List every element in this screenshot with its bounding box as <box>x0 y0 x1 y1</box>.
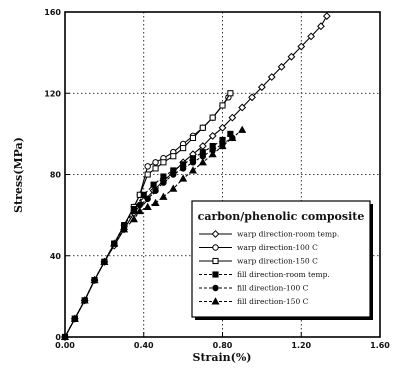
marker-square <box>209 114 216 121</box>
marker-circle-filled <box>144 195 151 203</box>
marker-triangle-filled <box>211 297 220 305</box>
marker-square <box>180 145 187 152</box>
legend: carbon/phenolic composite warp direction… <box>191 200 373 320</box>
marker-triangle-filled <box>218 141 227 150</box>
marker-square <box>227 90 234 97</box>
marker-triangle-filled <box>110 239 119 247</box>
legend-item: warp direction-150 C <box>199 257 318 266</box>
marker-square <box>212 257 219 265</box>
marker-circle-filled <box>152 187 159 194</box>
marker-circle-filled <box>160 179 167 186</box>
marker-diamond <box>238 103 247 112</box>
marker-triangle-filled <box>70 314 79 322</box>
y-tick-label: 120 <box>44 89 61 98</box>
marker-diamond <box>218 123 227 132</box>
marker-diamond <box>287 52 296 61</box>
marker-diamond <box>317 22 325 31</box>
marker-square-filled <box>212 271 219 278</box>
marker-triangle-filled <box>159 192 168 200</box>
marker-circle <box>144 163 151 170</box>
marker-triangle-filled <box>135 206 144 215</box>
marker-square <box>199 124 206 131</box>
marker-square-filled <box>150 181 157 188</box>
marker-triangle-filled <box>100 257 109 265</box>
marker-triangle-filled <box>198 158 207 166</box>
x-tick-label: 0.40 <box>134 341 154 350</box>
x-tick-label: 0.80 <box>213 341 233 350</box>
y-axis-title: Stress(MPa) <box>12 137 25 213</box>
data-series <box>60 12 331 341</box>
marker-circle <box>212 244 219 251</box>
legend-item: warp direction-100 C <box>199 243 318 252</box>
marker-triangle-filled <box>143 202 152 211</box>
marker-circle-filled <box>170 171 177 178</box>
marker-diamond <box>208 131 217 140</box>
marker-diamond <box>248 93 256 102</box>
marker-triangle-filled <box>228 133 237 141</box>
marker-triangle-filled <box>208 149 217 158</box>
marker-circle-filled <box>189 159 197 166</box>
y-tick-label: 160 <box>44 8 61 17</box>
marker-triangle-filled <box>179 174 188 182</box>
marker-square-filled <box>140 191 147 198</box>
legend-item: fill direction-room temp. <box>199 270 330 279</box>
marker-triangle-filled <box>238 125 247 133</box>
marker-diamond <box>297 42 306 51</box>
series-6 <box>60 125 247 341</box>
marker-circle-filled <box>179 165 187 172</box>
marker-diamond <box>257 83 266 92</box>
marker-square <box>170 153 177 160</box>
legend-label: fill direction-100 C <box>237 284 309 293</box>
legend-label: warp direction-room temp. <box>237 230 339 239</box>
marker-square <box>160 159 167 166</box>
x-tick-label: 1.60 <box>370 341 390 350</box>
legend-label: warp direction-150 C <box>237 257 318 266</box>
legend-item: fill direction-100 C <box>199 284 309 293</box>
marker-triangle-filled <box>129 214 138 223</box>
legend-label: fill direction-room temp. <box>237 270 330 279</box>
legend-item: fill direction-150 C <box>199 297 309 306</box>
legend-box <box>191 200 371 318</box>
marker-triangle-filled <box>60 332 70 341</box>
legend-items: warp direction-room temp. warp direction-… <box>199 230 339 306</box>
legend-item: warp direction-room temp. <box>199 230 339 239</box>
y-tick-label: 0 <box>55 333 61 342</box>
y-tick-label: 80 <box>50 171 62 180</box>
y-tick-label: 40 <box>50 252 62 261</box>
marker-square-filled <box>160 173 167 180</box>
marker-diamond <box>228 113 237 122</box>
marker-triangle-filled <box>120 225 129 233</box>
legend-label: warp direction-100 C <box>237 243 318 252</box>
x-axis-title: Strain(%) <box>193 351 252 364</box>
marker-triangle-filled <box>90 275 99 284</box>
marker-diamond <box>267 73 276 81</box>
marker-triangle-filled <box>80 296 89 304</box>
marker-diamond <box>211 230 220 238</box>
x-tick-label: 0.00 <box>55 341 75 350</box>
axis-ticks: 0.00 0.40 0.80 1.20 1.60 0 40 80 120 160 <box>44 8 390 350</box>
x-tick-label: 1.20 <box>291 341 311 350</box>
marker-triangle-filled <box>188 166 198 174</box>
marker-circle-filled <box>130 207 138 215</box>
marker-circle-filled <box>212 284 219 292</box>
marker-square <box>144 171 151 178</box>
legend-title: carbon/phenolic composite <box>198 210 365 223</box>
marker-triangle-filled <box>151 198 160 206</box>
marker-square <box>152 165 159 172</box>
marker-circle <box>152 159 159 166</box>
legend-label: fill direction-150 C <box>237 297 309 306</box>
marker-diamond <box>277 62 286 71</box>
marker-square <box>189 134 197 141</box>
marker-diamond <box>322 12 331 20</box>
marker-diamond <box>307 32 316 41</box>
marker-square <box>219 102 226 109</box>
marker-triangle-filled <box>169 184 178 192</box>
